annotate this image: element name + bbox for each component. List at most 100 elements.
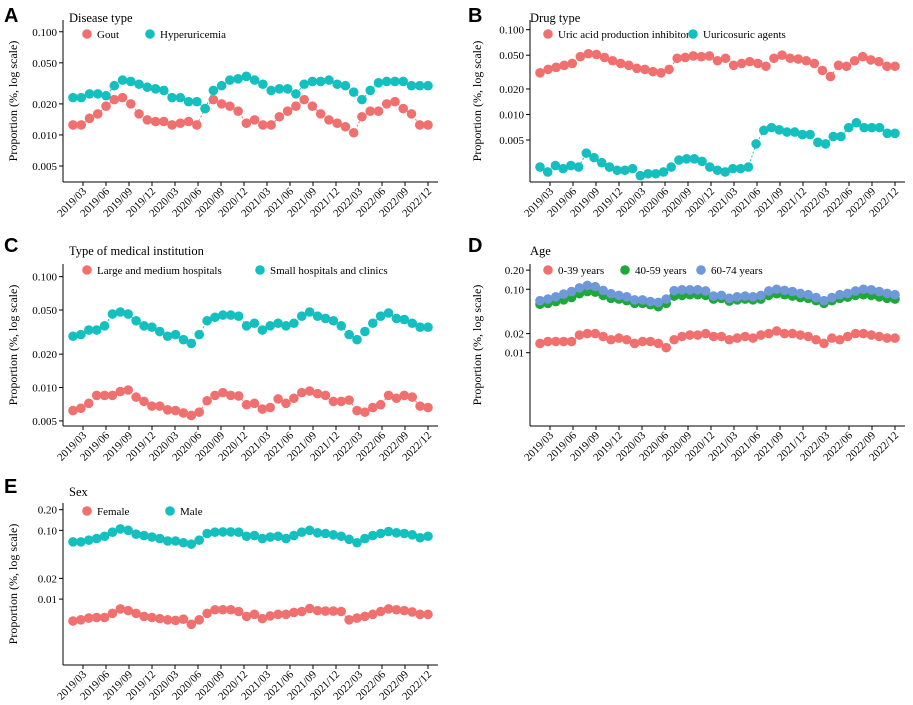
- data-point: [828, 131, 839, 142]
- data-point: [225, 101, 235, 111]
- data-point: [700, 286, 711, 296]
- data-point: [797, 129, 808, 140]
- data-point: [159, 116, 169, 127]
- data-point: [890, 61, 900, 72]
- data-point: [218, 527, 228, 537]
- data-point: [202, 528, 212, 539]
- data-point: [811, 292, 821, 303]
- data-point: [809, 58, 820, 69]
- data-point: [559, 60, 570, 71]
- y-tick-label: 0.01: [505, 348, 524, 360]
- data-point: [661, 342, 672, 353]
- data-point: [296, 606, 307, 617]
- data-point: [167, 92, 177, 103]
- data-point: [159, 85, 169, 96]
- data-point: [674, 155, 684, 165]
- data-point: [375, 606, 386, 617]
- data-point: [407, 318, 418, 329]
- data-point: [68, 331, 78, 342]
- data-point: [391, 604, 402, 615]
- data-point: [551, 62, 561, 73]
- data-point: [598, 285, 608, 296]
- data-point: [803, 331, 814, 342]
- data-point: [274, 111, 285, 122]
- data-point: [399, 605, 410, 616]
- data-point: [692, 285, 703, 295]
- data-point: [328, 315, 339, 326]
- data-point: [793, 54, 803, 64]
- data-point: [115, 386, 126, 397]
- data-point: [296, 387, 307, 398]
- data-point: [320, 313, 331, 324]
- legend-marker: [82, 265, 92, 275]
- data-point: [787, 286, 798, 297]
- data-point: [744, 56, 755, 67]
- data-point: [779, 285, 790, 296]
- data-point: [607, 55, 618, 66]
- data-point: [740, 291, 750, 301]
- data-point: [716, 290, 727, 301]
- y-tick-label: 0.050: [32, 305, 57, 317]
- legend-label: 60-74 years: [711, 265, 763, 277]
- data-point: [763, 286, 774, 296]
- data-point: [123, 525, 134, 536]
- data-point: [858, 284, 869, 295]
- data-point: [381, 99, 392, 109]
- data-point: [589, 152, 599, 163]
- data-point: [782, 127, 792, 137]
- data-point: [604, 162, 615, 172]
- data-point: [827, 333, 837, 343]
- data-point: [273, 609, 283, 620]
- data-point: [265, 611, 276, 621]
- data-point: [365, 85, 376, 96]
- data-point: [640, 64, 650, 75]
- data-point: [803, 289, 814, 300]
- data-point: [574, 330, 585, 340]
- data-point: [375, 311, 386, 321]
- data-point: [811, 334, 821, 345]
- data-point: [186, 338, 197, 349]
- panel-title: Sex: [69, 485, 89, 499]
- data-point: [210, 527, 220, 538]
- data-point: [874, 122, 885, 133]
- data-point: [751, 139, 761, 149]
- data-point: [312, 528, 323, 538]
- data-point: [716, 331, 727, 342]
- data-point: [257, 533, 268, 544]
- data-point: [550, 160, 561, 171]
- data-point: [645, 296, 656, 307]
- data-point: [233, 527, 244, 538]
- y-tick-label: 0.10: [505, 284, 525, 296]
- data-point: [653, 338, 664, 349]
- data-point: [415, 609, 425, 620]
- data-point: [423, 120, 433, 130]
- data-point: [805, 129, 815, 140]
- data-point: [348, 87, 359, 97]
- data-point: [265, 402, 276, 413]
- data-point: [614, 333, 624, 343]
- data-point: [728, 60, 739, 71]
- data-point: [139, 611, 149, 622]
- data-point: [590, 281, 601, 292]
- legend-label: Gout: [97, 29, 119, 41]
- data-point: [147, 532, 157, 542]
- data-point: [273, 531, 283, 542]
- legend-marker: [543, 29, 553, 39]
- data-point: [550, 336, 561, 347]
- data-point: [107, 608, 118, 619]
- data-point: [766, 122, 777, 133]
- data-point: [819, 295, 829, 306]
- data-point: [154, 326, 165, 337]
- data-point: [109, 94, 120, 105]
- data-point: [629, 338, 640, 349]
- data-point: [194, 614, 205, 625]
- data-point: [134, 79, 144, 90]
- data-point: [390, 96, 400, 107]
- data-point: [320, 606, 331, 616]
- data-point: [328, 530, 339, 540]
- data-point: [194, 329, 205, 340]
- data-point: [724, 293, 735, 304]
- data-point: [399, 390, 410, 401]
- data-point: [535, 338, 545, 349]
- y-tick-label: 0.02: [38, 573, 57, 585]
